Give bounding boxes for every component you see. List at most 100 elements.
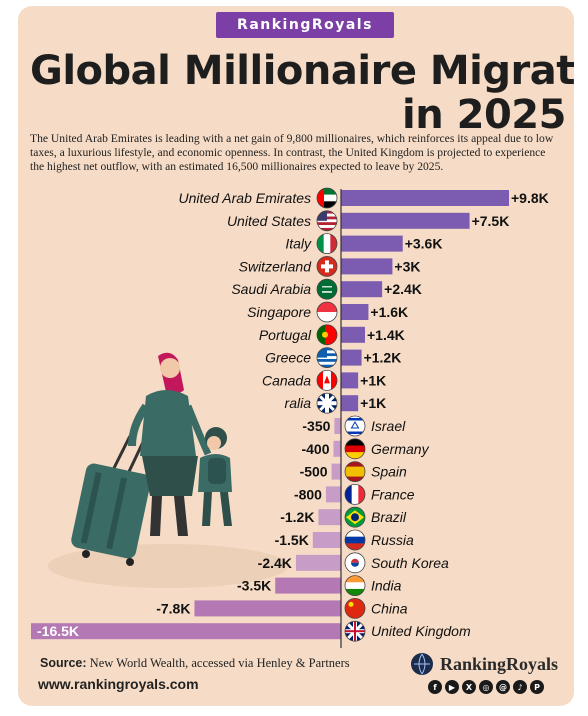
- singapore-flag-icon: [316, 301, 338, 323]
- country-label-india: India: [371, 578, 402, 594]
- bar-row-brazil: -1.2K Brazil: [280, 506, 407, 528]
- infographic-card: RankingRoyals Global Millionaire Migrat i…: [18, 6, 574, 706]
- italy-flag-icon: [316, 233, 338, 255]
- value-label-united-arab-emirates: +9.8K: [511, 190, 549, 206]
- bar-row-china: -7.8K China: [156, 598, 408, 619]
- country-label-switzerland: Switzerland: [239, 258, 313, 274]
- country-label-united-states: United States: [227, 213, 311, 229]
- bar-row-india: -3.5K India: [237, 575, 402, 596]
- country-label-france: France: [371, 486, 415, 502]
- south-korea-flag-icon: [344, 552, 366, 574]
- suitcase-icon: [71, 435, 151, 566]
- title-line-1: Global Millionaire Migration: [30, 48, 574, 94]
- bar-row-spain: -500 Spain: [300, 461, 407, 483]
- country-label-greece: Greece: [265, 350, 311, 366]
- country-label-australia: ralia: [285, 395, 312, 411]
- saudi-arabia-flag-icon: [316, 278, 338, 300]
- australia-flag-icon: [316, 392, 338, 414]
- value-label-russia: -1.5K: [275, 532, 309, 548]
- source-label: Source:: [40, 656, 87, 670]
- value-label-switzerland: +3K: [394, 258, 420, 274]
- source-line: Source: New World Wealth, accessed via H…: [40, 656, 350, 671]
- united-kingdom-flag-icon: [344, 620, 366, 642]
- value-label-south-korea: -2.4K: [258, 555, 292, 571]
- bar-row-france: -800 France: [294, 483, 415, 505]
- intro-paragraph: The United Arab Emirates is leading with…: [30, 132, 554, 173]
- bar-italy: [341, 235, 403, 252]
- country-label-canada: Canada: [262, 372, 311, 388]
- country-label-united-kingdom: United Kingdom: [371, 623, 471, 639]
- bar-row-israel: -350 Israel: [302, 415, 406, 437]
- bar-row-italy: +3.6K Italy: [285, 233, 443, 255]
- bar-united-kingdom: [31, 623, 341, 640]
- child-figure: [198, 427, 232, 526]
- bar-russia: [312, 532, 341, 548]
- country-label-israel: Israel: [371, 418, 406, 434]
- value-label-india: -3.5K: [237, 578, 271, 594]
- youtube-icon[interactable]: ▶: [445, 680, 459, 694]
- website-url[interactable]: www.rankingroyals.com: [38, 676, 199, 692]
- bar-singapore: [341, 304, 369, 320]
- india-flag-icon: [344, 575, 366, 596]
- woman-figure: [128, 352, 212, 536]
- bar-spain: [331, 463, 341, 480]
- country-label-germany: Germany: [371, 441, 430, 457]
- israel-flag-icon: [344, 415, 366, 437]
- value-label-france: -800: [294, 486, 322, 502]
- value-label-spain: -500: [300, 464, 328, 480]
- bar-saudi-arabia: [341, 281, 383, 298]
- country-label-china: China: [371, 600, 408, 616]
- instagram-icon[interactable]: ◎: [479, 680, 493, 694]
- value-label-australia: +1K: [360, 395, 386, 411]
- tiktok-icon[interactable]: ♪: [513, 680, 527, 694]
- footer-brand: RankingRoyals: [410, 652, 558, 676]
- facebook-icon[interactable]: f: [428, 680, 442, 694]
- switzerland-flag-icon: [316, 255, 338, 277]
- bar-germany: [333, 440, 341, 457]
- bar-united-states: [341, 212, 470, 229]
- bar-row-greece: +1.2K Greece: [265, 347, 402, 369]
- bar-row-singapore: +1.6K Singapore: [247, 301, 408, 323]
- value-label-saudi-arabia: +2.4K: [384, 281, 422, 297]
- bar-row-australia: +1K ralia: [285, 392, 386, 414]
- value-label-germany: -400: [301, 441, 329, 457]
- threads-icon[interactable]: @: [496, 680, 510, 694]
- russia-flag-icon: [344, 529, 366, 551]
- value-label-china: -7.8K: [156, 600, 190, 616]
- value-label-portugal: +1.4K: [367, 327, 405, 343]
- source-text: New World Wealth, accessed via Henley & …: [89, 656, 350, 670]
- greece-flag-icon: [316, 347, 338, 369]
- value-label-greece: +1.2K: [364, 350, 402, 366]
- bar-row-portugal: +1.4K Portugal: [259, 324, 405, 346]
- bar-row-saudi-arabia: +2.4K Saudi Arabia: [231, 278, 422, 300]
- value-label-singapore: +1.6K: [370, 304, 408, 320]
- x-icon[interactable]: X: [462, 680, 476, 694]
- pinterest-icon[interactable]: P: [530, 680, 544, 694]
- bar-row-united-kingdom: -16.5K United Kingdom: [31, 620, 471, 642]
- bar-row-germany: -400 Germany: [301, 438, 430, 460]
- bar-canada: [341, 372, 359, 389]
- bar-portugal: [341, 326, 365, 343]
- traveler-illustration: [48, 352, 288, 588]
- country-label-brazil: Brazil: [371, 509, 407, 525]
- brand-badge: RankingRoyals: [216, 12, 394, 38]
- value-label-israel: -350: [302, 418, 330, 434]
- country-label-spain: Spain: [371, 464, 407, 480]
- bar-switzerland: [341, 258, 393, 275]
- bar-south-korea: [295, 554, 341, 571]
- united-states-flag-icon: [316, 210, 338, 232]
- bar-row-united-states: +7.5K United States: [227, 210, 509, 232]
- bar-row-united-arab-emirates: +9.8K United Arab Emirates: [178, 187, 549, 209]
- country-label-russia: Russia: [371, 532, 414, 548]
- canada-flag-icon: [316, 369, 338, 391]
- bar-greece: [341, 349, 362, 366]
- bar-israel: [334, 418, 341, 434]
- bar-row-switzerland: +3K Switzerland: [239, 255, 421, 277]
- social-links: f ▶ X ◎ @ ♪ P: [428, 680, 544, 694]
- migration-bar-chart: +9.8K United Arab Emirates +7.5K United Sta…: [31, 187, 549, 648]
- bar-india: [275, 577, 341, 594]
- china-flag-icon: [344, 598, 366, 619]
- value-label-italy: +3.6K: [405, 236, 443, 252]
- globe-logo-icon: [411, 653, 433, 675]
- value-label-united-kingdom: -16.5K: [37, 623, 79, 639]
